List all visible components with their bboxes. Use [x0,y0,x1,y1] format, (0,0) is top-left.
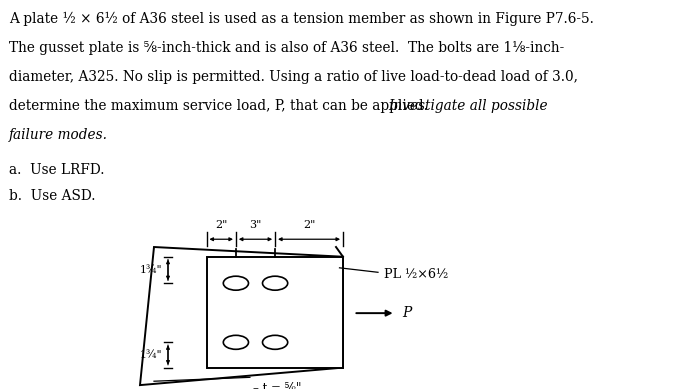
Circle shape [223,335,248,349]
Circle shape [223,276,248,290]
Text: 1¾": 1¾" [140,265,162,275]
Bar [206,257,343,368]
Text: 1¾": 1¾" [140,350,162,360]
Circle shape [262,335,288,349]
Text: PL ½×6½: PL ½×6½ [384,268,448,281]
Text: diameter, A325. No slip is permitted. Using a ratio of live load-to-dead load of: diameter, A325. No slip is permitted. Us… [9,70,578,84]
Text: determine the maximum service load, P, that can be applied.: determine the maximum service load, P, t… [9,99,433,113]
Circle shape [262,276,288,290]
Text: failure modes.: failure modes. [9,128,108,142]
Text: – t = ⅝": – t = ⅝" [253,382,302,389]
Text: Investigate all possible: Investigate all possible [388,99,547,113]
Text: The gusset plate is ⅝-inch-thick and is also of A36 steel.  The bolts are 1⅛-inc: The gusset plate is ⅝-inch-thick and is … [9,41,564,55]
Polygon shape [140,247,343,385]
Text: P: P [402,306,412,320]
Text: 2": 2" [215,219,228,230]
Text: b.  Use ASD.: b. Use ASD. [9,189,96,203]
Text: 2": 2" [303,219,315,230]
Text: A plate ½ × 6½ of A36 steel is used as a tension member as shown in Figure P7.6-: A plate ½ × 6½ of A36 steel is used as a… [9,12,594,26]
Text: a.  Use LRFD.: a. Use LRFD. [9,163,104,177]
Text: 3": 3" [249,219,262,230]
